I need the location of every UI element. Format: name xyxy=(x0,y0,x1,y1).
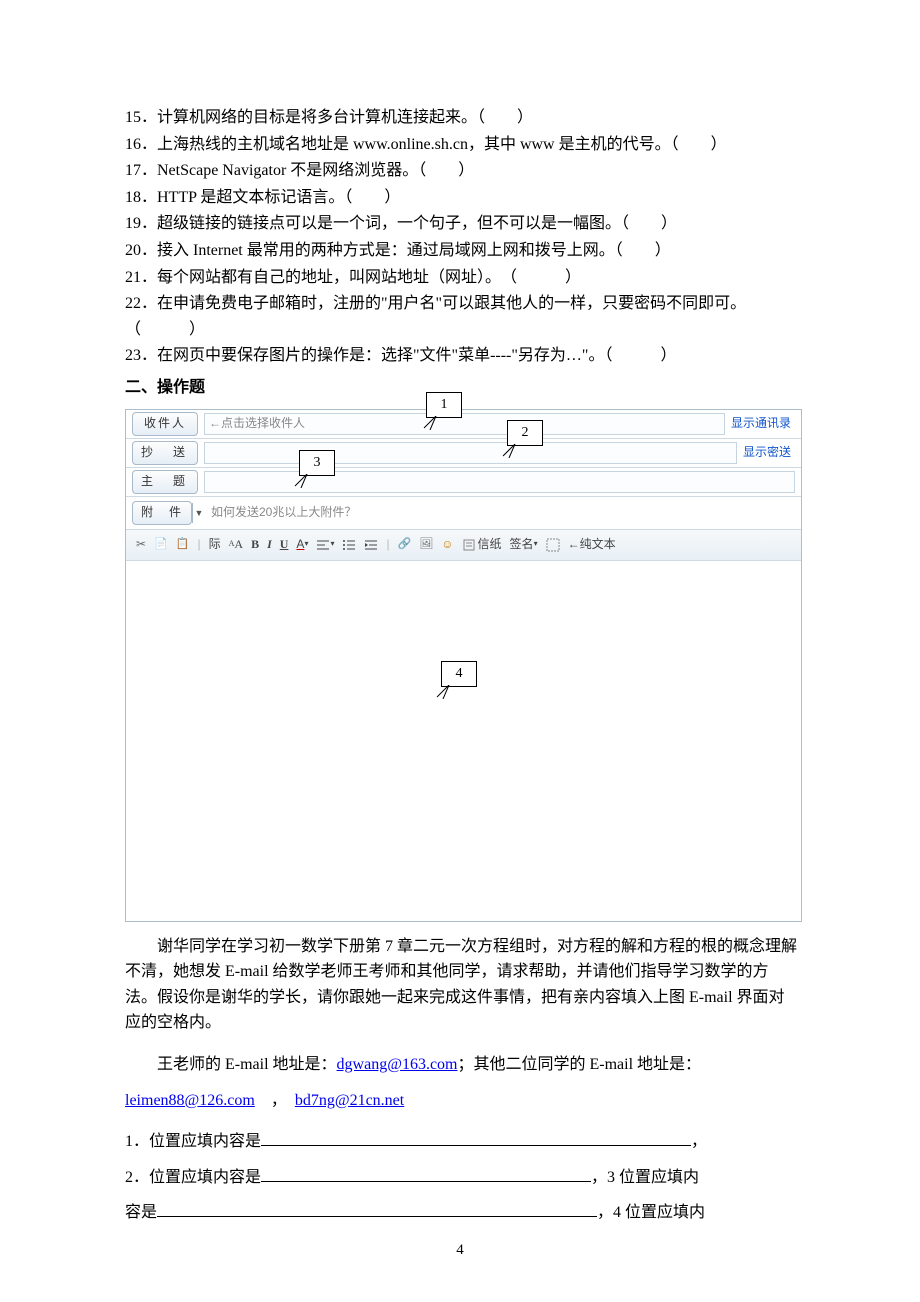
fill-1-label: 1．位置应填内容是 xyxy=(125,1133,261,1150)
fill-3-label: 容是 xyxy=(125,1204,157,1221)
fill-line-2: 2．位置应填内容是 ，3 位置应填内 xyxy=(125,1165,800,1191)
underline-icon[interactable]: U xyxy=(278,535,291,554)
signature-button[interactable]: 签名▾ xyxy=(508,535,540,554)
subject-button[interactable]: 主 题 xyxy=(132,470,198,494)
fill-1-blank[interactable] xyxy=(261,1145,691,1146)
paste-icon[interactable] xyxy=(174,536,192,554)
callout-4-tail xyxy=(435,685,451,699)
stationery-button[interactable]: 信纸 xyxy=(460,535,504,554)
separator-icon-2: | xyxy=(386,535,389,554)
recipient-input[interactable]: ←点击选择收件人 xyxy=(204,413,725,435)
editor-toolbar: | 际 AA B I U A▾ ▾ | 信纸 签名▾ ←纯文本 xyxy=(126,529,801,561)
callout-1-tail xyxy=(422,416,438,430)
separator-icon: | xyxy=(197,535,200,554)
question-22: 22．在申请免费电子邮箱时，注册的"用户名"可以跟其他人的一样，只要密码不同即可… xyxy=(125,291,800,342)
section-2-heading: 二、操作题 xyxy=(125,375,800,401)
email-link-3[interactable]: bd7ng@21cn.net xyxy=(295,1092,404,1109)
align-icon[interactable]: ▾ xyxy=(314,538,336,552)
cc-row: 抄 送 显示密送 xyxy=(126,439,801,468)
paragraph-2: 王老师的 E-mail 地址是：dgwang@163.com；其他二位同学的 E… xyxy=(125,1052,800,1078)
fill-2-label: 2．位置应填内容是 xyxy=(125,1169,261,1186)
attach-dropdown-icon[interactable]: ▼ xyxy=(192,503,205,523)
para2-prefix: 王老师的 E-mail 地址是： xyxy=(157,1056,337,1073)
show-bcc-link[interactable]: 显示密送 xyxy=(743,443,791,462)
fill-1-tail: ， xyxy=(691,1133,707,1150)
para2-mid: ；其他二位同学的 E-mail 地址是： xyxy=(457,1056,701,1073)
emoji-icon[interactable] xyxy=(439,535,455,554)
fill-2-tail: ，3 位置应填内 xyxy=(591,1169,699,1186)
callout-3-tail xyxy=(293,474,309,488)
question-19: 19．超级链接的链接点可以是一个词，一个句子，但不可以是一幅图。（ ） xyxy=(125,211,800,237)
font-color-icon[interactable]: A▾ xyxy=(294,535,310,554)
fill-3-blank[interactable] xyxy=(157,1216,597,1217)
question-20: 20．接入 Internet 最常用的两种方式是：通过局域网上网和拨号上网。（ … xyxy=(125,238,800,264)
screenshot-icon[interactable] xyxy=(544,538,562,552)
link-icon[interactable] xyxy=(396,536,414,554)
recipient-row: 收件人 ←点击选择收件人 显示通讯录 xyxy=(126,410,801,439)
question-16: 16．上海热线的主机域名地址是 www.online.sh.cn，其中 www … xyxy=(125,132,800,158)
callout-3: 3 xyxy=(299,450,335,476)
callout-2: 2 xyxy=(507,420,543,446)
copy-icon[interactable] xyxy=(152,536,170,554)
bold-icon[interactable]: B xyxy=(249,535,261,554)
paragraph-2b: leimen88@126.com ， bd7ng@21cn.net xyxy=(125,1088,800,1114)
fill-line-3: 容是 ，4 位置应填内 xyxy=(125,1200,800,1226)
recipient-button[interactable]: 收件人 xyxy=(132,412,198,436)
question-23: 23．在网页中要保存图片的操作是：选择"文件"菜单----"另存为…"。（ ） xyxy=(125,343,800,369)
email-body-textarea[interactable]: 4 xyxy=(126,561,801,921)
attach-button[interactable]: 附 件 xyxy=(132,501,192,525)
callout-1: 1 xyxy=(426,392,462,418)
attach-hint[interactable]: 如何发送20兆以上大附件？ xyxy=(211,503,356,522)
callout-4: 4 xyxy=(441,661,477,687)
subject-row: 主 题 xyxy=(126,468,801,497)
para2-sep: ， xyxy=(255,1092,295,1109)
cut-icon[interactable] xyxy=(134,535,148,554)
callout-2-tail xyxy=(501,444,517,458)
plaintext-button[interactable]: ←纯文本 xyxy=(566,535,618,554)
recipient-hint: ←点击选择收件人 xyxy=(209,414,305,433)
email-link-1[interactable]: dgwang@163.com xyxy=(337,1056,458,1073)
font-family-icon[interactable]: 际 xyxy=(207,535,223,554)
attach-row: 附 件▼ 如何发送20兆以上大附件？ xyxy=(126,497,801,529)
cc-button[interactable]: 抄 送 xyxy=(132,441,198,465)
font-size-icon[interactable]: AA xyxy=(227,535,245,554)
fill-3-tail: ，4 位置应填内 xyxy=(597,1204,705,1221)
fill-line-1: 1．位置应填内容是 ， xyxy=(125,1129,800,1155)
email-compose-ui: 1 2 3 收件人 ←点击选择收件人 显示通讯录 抄 送 显示密送 主 题 附 … xyxy=(125,409,802,922)
show-contacts-link[interactable]: 显示通讯录 xyxy=(731,414,791,433)
cc-input[interactable] xyxy=(204,442,737,464)
paragraph-1: 谢华同学在学习初一数学下册第 7 章二元一次方程组时，对方程的解和方程的根的概念… xyxy=(125,934,800,1036)
question-17: 17．NetScape Navigator 不是网络浏览器。（ ） xyxy=(125,158,800,184)
italic-icon[interactable]: I xyxy=(265,535,274,554)
fill-2-blank[interactable] xyxy=(261,1181,591,1182)
list-icon[interactable] xyxy=(340,538,358,552)
page-number: 4 xyxy=(0,1238,920,1262)
email-link-2[interactable]: leimen88@126.com xyxy=(125,1092,255,1109)
question-18: 18．HTTP 是超文本标记语言。（ ） xyxy=(125,185,800,211)
indent-icon[interactable] xyxy=(362,538,380,552)
image-icon[interactable] xyxy=(417,536,435,554)
question-21: 21．每个网站都有自己的地址，叫网站地址（网址）。 （ ） xyxy=(125,265,800,291)
question-15: 15．计算机网络的目标是将多台计算机连接起来。（ ） xyxy=(125,105,800,131)
